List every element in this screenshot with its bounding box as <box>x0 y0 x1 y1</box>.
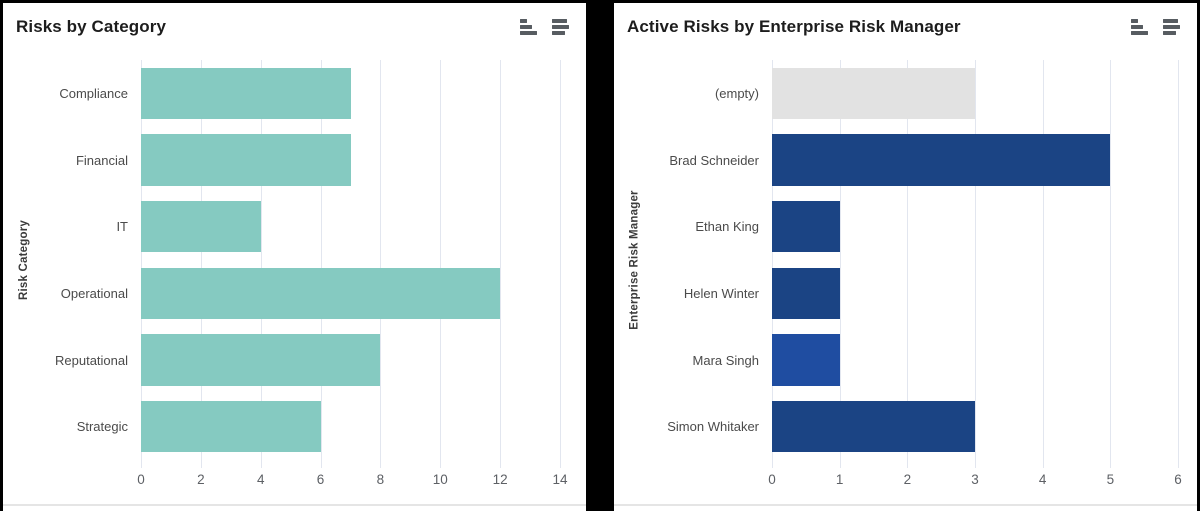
x-tick-label: 5 <box>1106 472 1115 487</box>
x-tick-label: 0 <box>137 472 145 487</box>
x-tick-label: 4 <box>256 472 265 487</box>
bar[interactable] <box>141 67 351 119</box>
bar-row <box>141 327 560 394</box>
chart-panel-active-risks-by-erm: Active Risks by Enterprise Risk Manager … <box>614 3 1197 511</box>
gridline <box>975 60 976 468</box>
bar[interactable] <box>141 134 351 186</box>
x-tick-label: 6 <box>316 472 325 487</box>
bar-rows <box>141 60 560 460</box>
category-label: Strategic <box>76 419 128 435</box>
gridline <box>907 60 909 468</box>
bar-row <box>772 193 1178 260</box>
chart-header: Risks by Category <box>3 3 586 51</box>
bar[interactable] <box>772 201 840 253</box>
bar-rows <box>772 60 1178 460</box>
bar-row <box>141 393 560 460</box>
bar[interactable] <box>141 267 501 320</box>
category-label: Ethan King <box>695 219 759 235</box>
gridline <box>141 60 142 468</box>
chart-header: Active Risks by Enterprise Risk Manager <box>614 3 1197 51</box>
bar[interactable] <box>772 401 975 453</box>
column-chart-toggle-icon[interactable] <box>1131 19 1148 35</box>
bar[interactable] <box>141 401 321 453</box>
horizontal-bar-chart-toggle-icon[interactable] <box>1163 19 1180 35</box>
category-labels: Compliance Financial IT Operational Reputati… <box>3 60 141 460</box>
chart-area: Enterprise Risk Manager (empty) Brad Schn… <box>614 60 1197 487</box>
gridline <box>1042 60 1044 468</box>
bar[interactable] <box>772 267 840 320</box>
x-tick-label: 1 <box>835 472 844 487</box>
x-tick-label: 14 <box>552 472 568 487</box>
gridline <box>260 60 262 468</box>
category-label: Helen Winter <box>683 285 759 301</box>
category-label: Mara Singh <box>692 352 759 368</box>
panel-bottom-border <box>614 504 1197 506</box>
plot-area <box>141 60 561 468</box>
x-tick-label: 2 <box>903 472 912 487</box>
bar-row <box>141 260 560 327</box>
gridline <box>200 60 202 468</box>
gridline <box>320 60 322 468</box>
chart-type-toggles <box>520 19 569 35</box>
bar[interactable] <box>141 334 381 386</box>
category-label: Simon Whitaker <box>667 419 759 435</box>
gridline <box>380 60 382 468</box>
bar[interactable] <box>772 134 1111 186</box>
bar-row <box>772 260 1178 327</box>
x-axis: 0 1 2 3 4 5 6 <box>768 460 1182 506</box>
bar-row <box>772 127 1178 194</box>
gridline <box>500 60 502 468</box>
category-label: IT <box>116 219 128 235</box>
category-labels: (empty) Brad Schneider Ethan King Helen Win… <box>614 60 772 460</box>
category-label: Compliance <box>59 85 128 101</box>
panel-divider <box>586 3 614 511</box>
bar-row <box>772 393 1178 460</box>
category-label: Reputational <box>55 352 128 368</box>
bar-row <box>772 327 1178 394</box>
bar[interactable] <box>141 201 261 253</box>
column-chart-toggle-icon[interactable] <box>520 19 537 35</box>
bar[interactable] <box>772 334 840 386</box>
panel-bottom-border <box>3 504 586 506</box>
category-label: Operational <box>60 285 128 301</box>
x-tick-label: 8 <box>376 472 385 487</box>
x-axis: 0 2 4 6 8 10 12 14 <box>137 460 567 506</box>
gridline <box>1178 60 1179 468</box>
bar-row <box>772 60 1178 127</box>
category-label: Financial <box>75 152 128 168</box>
horizontal-bar-chart-toggle-icon[interactable] <box>552 19 569 35</box>
x-tick-label: 10 <box>432 472 448 487</box>
gridline <box>440 60 442 468</box>
chart-title: Active Risks by Enterprise Risk Manager <box>627 17 961 36</box>
bar[interactable] <box>772 67 975 119</box>
gridline <box>560 60 561 468</box>
x-tick-label: 3 <box>971 472 979 487</box>
gridline <box>839 60 841 468</box>
x-tick-label: 4 <box>1038 472 1047 487</box>
category-label: (empty) <box>714 85 759 101</box>
x-tick-label: 0 <box>768 472 776 487</box>
category-label: Brad Schneider <box>669 152 759 168</box>
chart-area: Risk Category Compliance Financial IT Opera… <box>3 60 586 487</box>
x-tick-label: 2 <box>197 472 205 487</box>
gridline <box>1110 60 1112 468</box>
chart-title: Risks by Category <box>16 17 167 36</box>
bar-row <box>141 60 560 127</box>
gridline <box>772 60 773 468</box>
chart-type-toggles <box>1131 19 1180 35</box>
x-tick-label: 12 <box>492 472 508 487</box>
x-tick-label: 6 <box>1174 472 1182 487</box>
plot-area <box>772 60 1179 468</box>
chart-panel-risks-by-category: Risks by Category Risk Category Complian… <box>3 3 586 511</box>
bar-row <box>141 127 560 194</box>
bar-row <box>141 193 560 260</box>
